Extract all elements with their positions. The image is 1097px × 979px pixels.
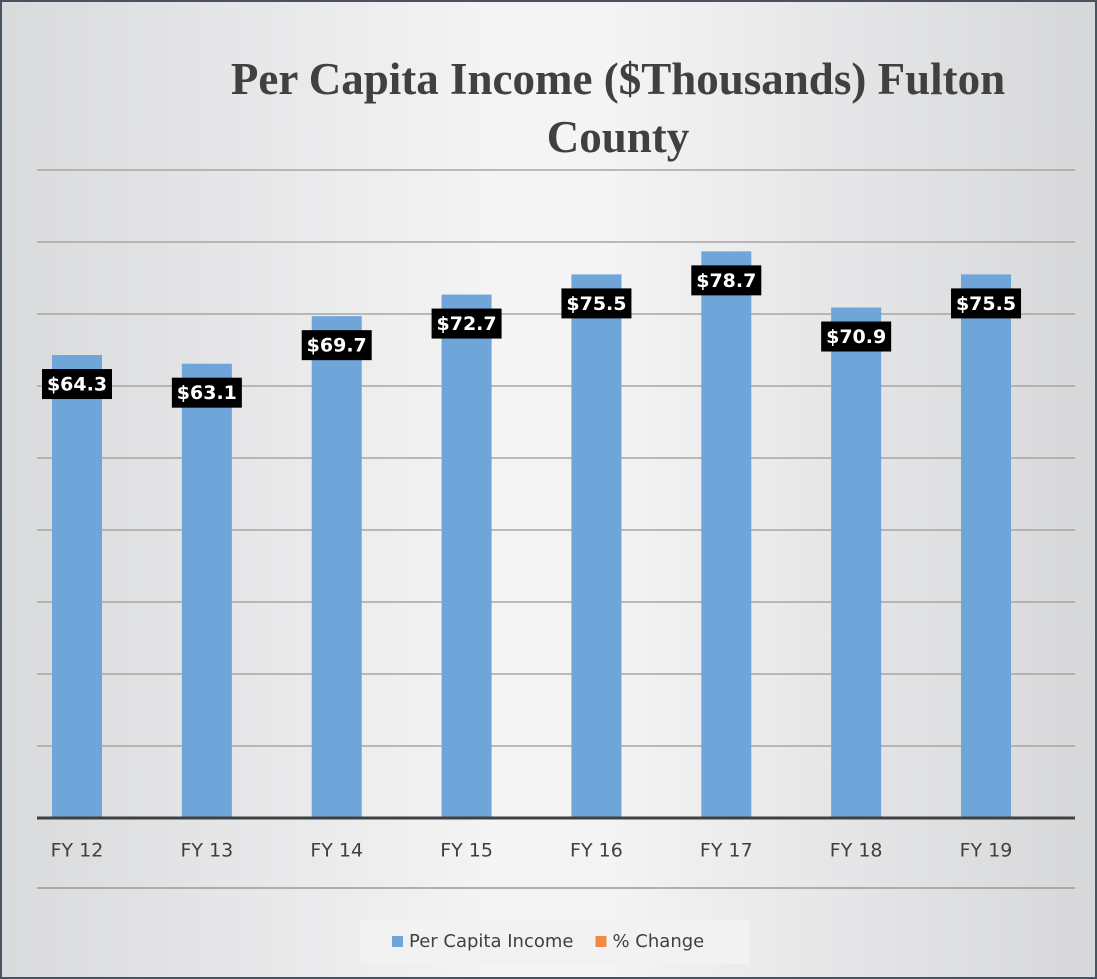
data-label: $75.5 [956, 293, 1016, 315]
bar [961, 274, 1012, 818]
bar [701, 251, 752, 819]
bar [441, 294, 492, 818]
x-tick-label: FY 13 [180, 840, 233, 862]
data-label-box [171, 377, 242, 408]
data-label: $78.7 [696, 270, 756, 292]
legend-swatch [392, 936, 403, 947]
data-label-box [951, 288, 1022, 319]
data-label: $69.7 [307, 335, 367, 357]
bar [181, 363, 232, 818]
chart-title: Per Capita Income ($Thousands) Fulton Co… [230, 54, 1006, 162]
legend-label: Per Capita Income [409, 931, 573, 952]
x-tick-label: FY 15 [440, 840, 493, 862]
data-label-box [431, 308, 502, 339]
data-label-box [691, 265, 762, 296]
data-label: $70.9 [826, 326, 886, 348]
data-label: $64.3 [47, 374, 107, 396]
data-label: $72.7 [437, 313, 497, 335]
x-tick-label: FY 16 [570, 840, 623, 862]
bar [571, 274, 622, 818]
x-tick-label: FY 19 [960, 840, 1013, 862]
bar [52, 355, 102, 818]
data-label-box [42, 369, 112, 400]
data-label-box [301, 330, 372, 361]
legend-swatch [595, 936, 607, 947]
x-tick-label: FY 17 [700, 840, 753, 862]
legend-box [360, 920, 750, 964]
data-label: $75.5 [566, 293, 626, 315]
x-tick-label: FY 14 [310, 840, 363, 862]
x-tick-label: FY 18 [830, 840, 883, 862]
x-tick-label: FY 12 [51, 840, 104, 862]
data-label: $63.1 [177, 382, 237, 404]
bar [831, 307, 882, 818]
data-label-box [821, 321, 892, 352]
bar [311, 316, 362, 818]
legend-label: % Change [612, 931, 704, 952]
data-label-box [561, 288, 632, 319]
